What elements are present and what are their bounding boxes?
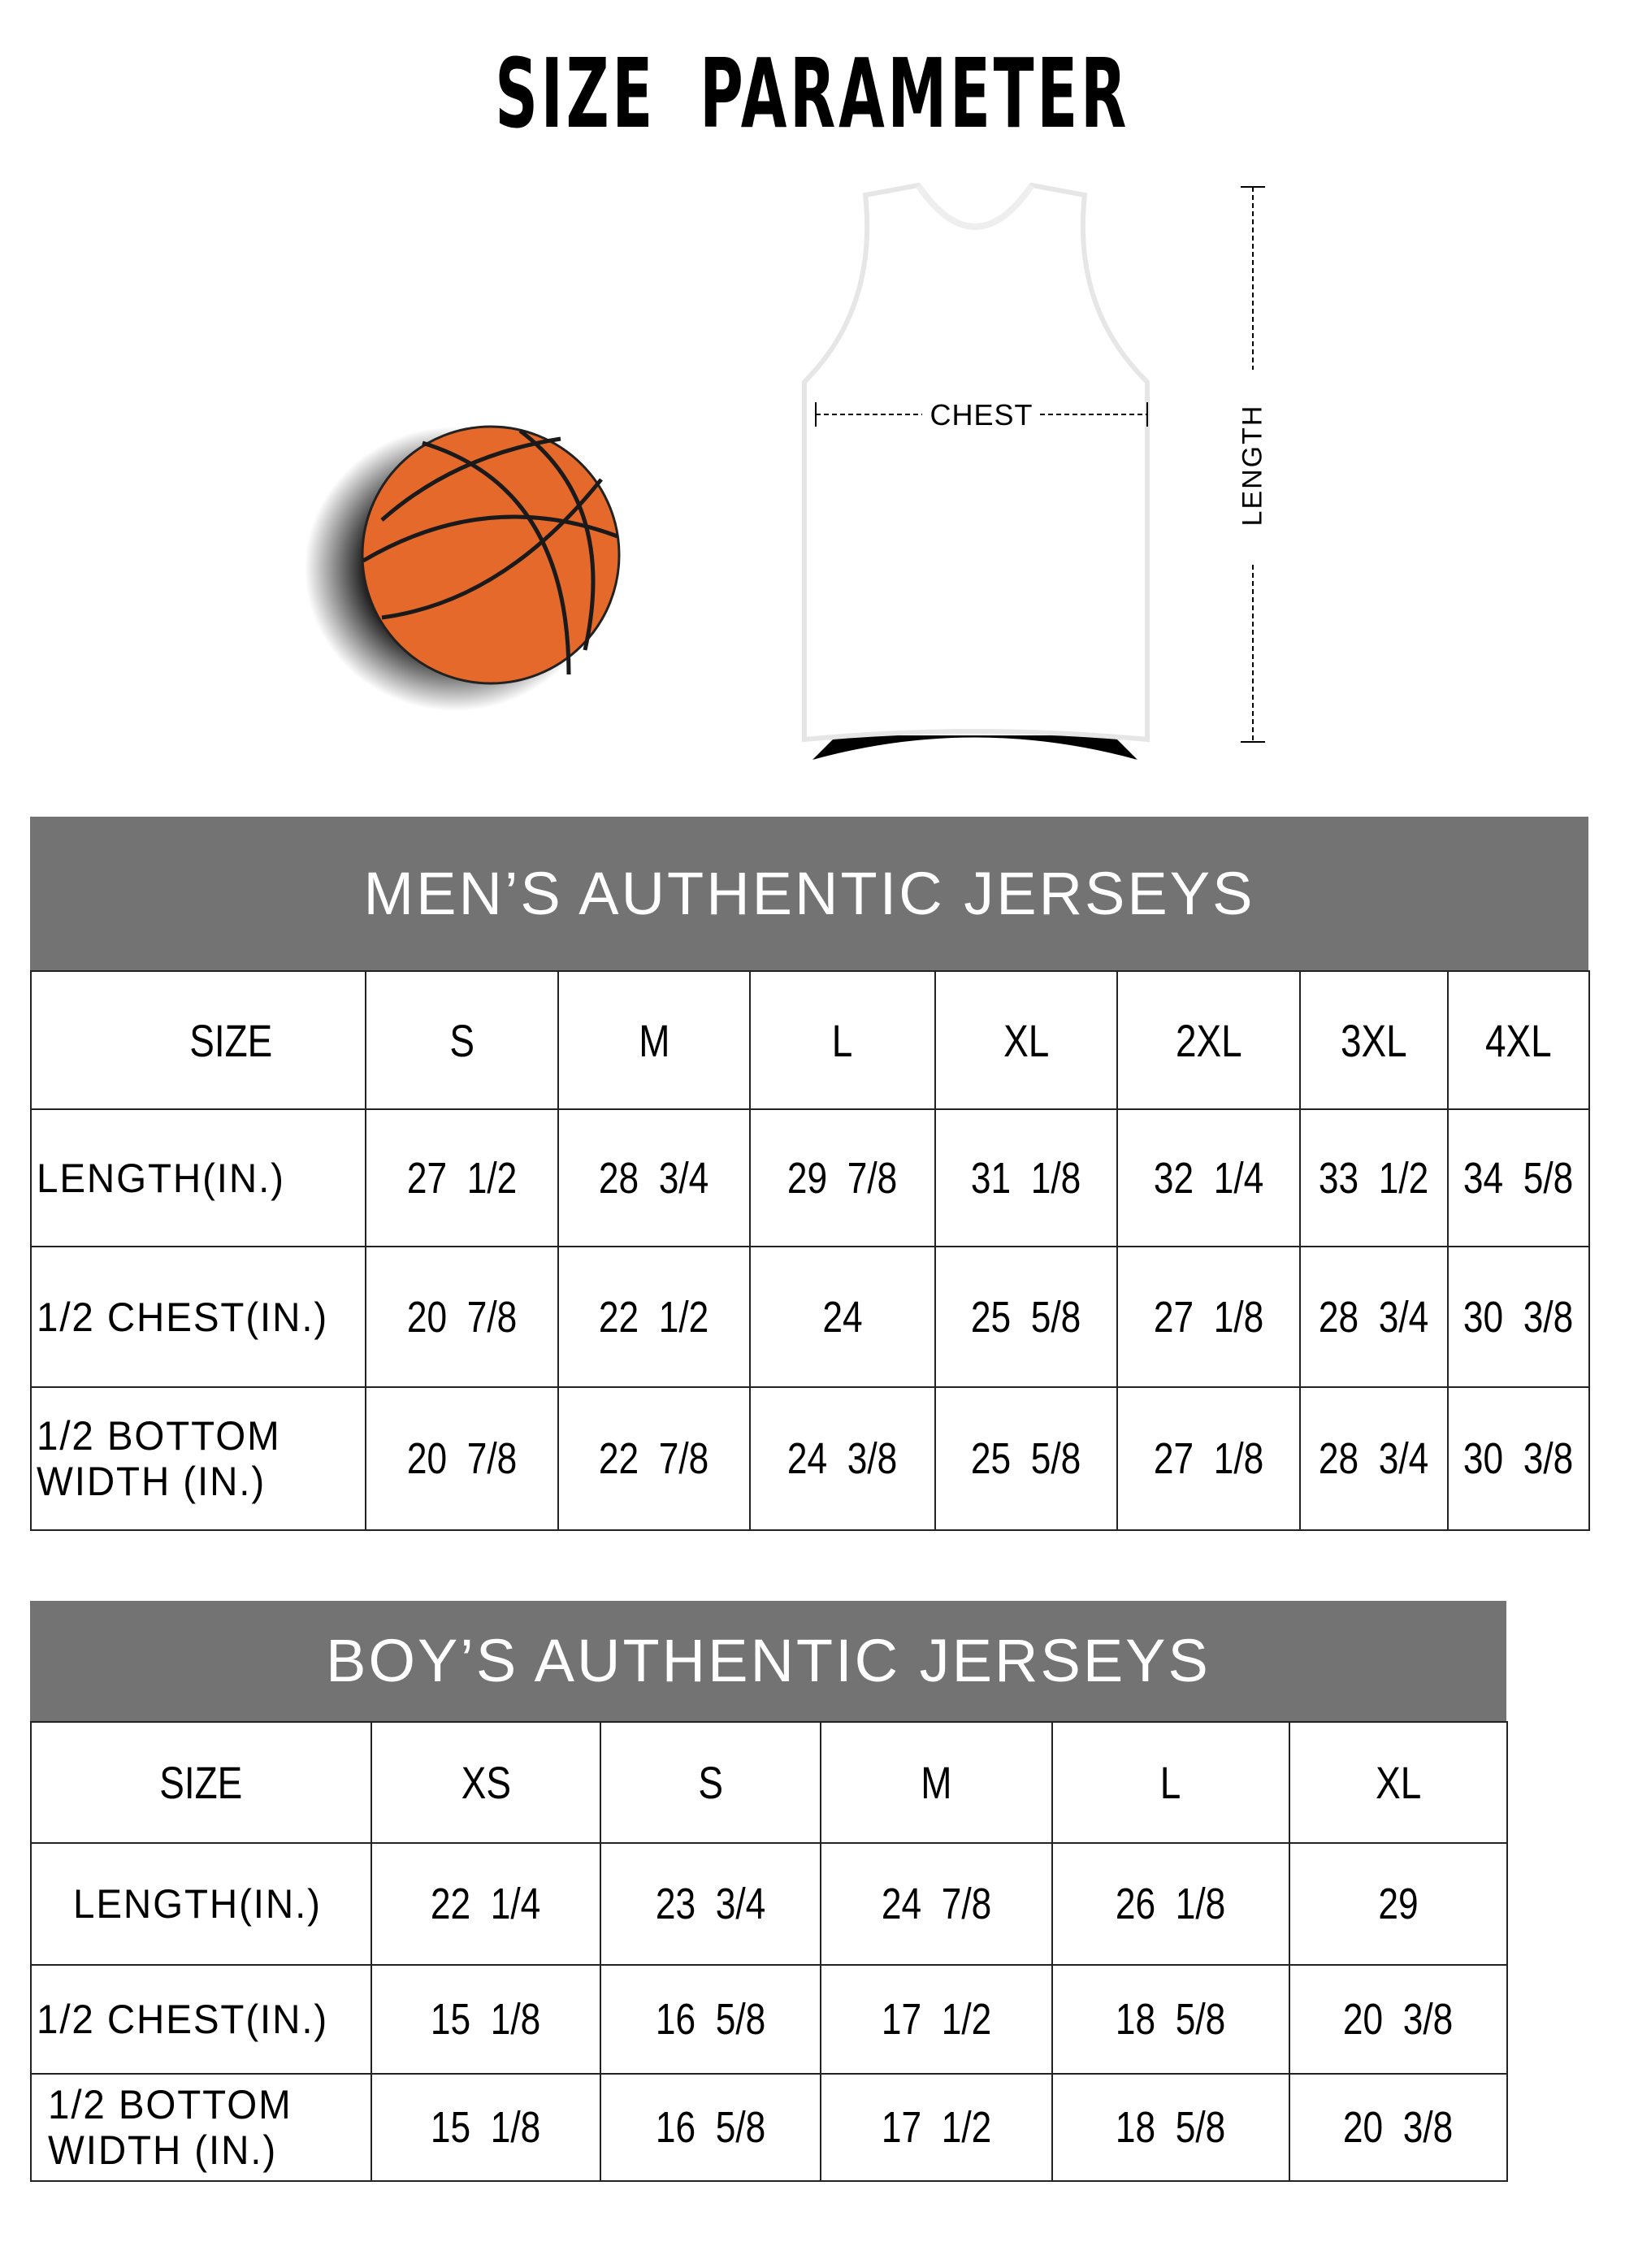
mens-header-cell: 4XL	[1447, 970, 1590, 1110]
boys-header-cell: XS	[370, 1721, 601, 1844]
table-cell: 28 3/4	[1299, 1386, 1449, 1531]
table-cell: 27 1/8	[1116, 1386, 1301, 1531]
jersey-icon	[802, 182, 1150, 760]
table-cell: 22 1/2	[557, 1246, 751, 1388]
boys-size-table: SIZE XS S M L XL LENGTH(IN.) 22 1/4 23 3…	[30, 1721, 1508, 2182]
table-row: LENGTH(IN.) 22 1/4 23 3/4 24 7/8 26 1/8 …	[30, 1842, 1508, 1966]
boys-header-size: SIZE	[30, 1721, 372, 1844]
table-cell: 16 5/8	[600, 2073, 821, 2182]
table-cell: 22 1/4	[370, 1842, 601, 1966]
row-label: 1/2 BOTTOM WIDTH (IN.)	[30, 1386, 366, 1531]
boys-header-row: SIZE XS S M L XL	[30, 1721, 1508, 1844]
table-cell: 33 1/2	[1299, 1108, 1449, 1247]
table-cell: 22 7/8	[557, 1386, 751, 1531]
mens-header-cell: S	[365, 970, 559, 1110]
row-label: LENGTH(IN.)	[30, 1108, 366, 1247]
length-label: LENGTH	[1237, 404, 1268, 527]
table-cell: 24 3/8	[749, 1386, 936, 1531]
table-cell: 20 3/8	[1289, 2073, 1508, 2182]
table-cell: 20 3/8	[1289, 1964, 1508, 2075]
table-cell: 24 7/8	[820, 1842, 1053, 1966]
boys-header-cell: M	[820, 1721, 1053, 1844]
length-measure-line	[1241, 186, 1265, 743]
table-cell: 30 3/8	[1447, 1386, 1590, 1531]
boys-header-cell: L	[1051, 1721, 1290, 1844]
table-cell: 20 7/8	[365, 1246, 559, 1388]
table-cell: 32 1/4	[1116, 1108, 1301, 1247]
mens-size-table: SIZE S M L XL 2XL 3XL 4XL LENGTH(IN.) 27…	[30, 970, 1590, 1531]
boys-header-cell: S	[600, 1721, 821, 1844]
chest-measure-line	[815, 402, 1148, 427]
table-cell: 23 3/4	[600, 1842, 821, 1966]
chest-label: CHEST	[930, 398, 1034, 431]
mens-header-cell: XL	[934, 970, 1118, 1110]
table-cell: 28 3/4	[557, 1108, 751, 1247]
table-cell: 15 1/8	[370, 1964, 601, 2075]
table-cell: 18 5/8	[1051, 2073, 1290, 2182]
row-label: 1/2 CHEST(IN.)	[30, 1246, 366, 1388]
mens-header-cell: 2XL	[1116, 970, 1301, 1110]
mens-header-row: SIZE S M L XL 2XL 3XL 4XL	[30, 970, 1590, 1110]
row-label: 1/2 BOTTOM WIDTH (IN.)	[30, 2073, 372, 2182]
basketball-icon	[305, 425, 621, 711]
table-cell: 25 5/8	[934, 1386, 1118, 1531]
table-cell: 30 3/8	[1447, 1246, 1590, 1388]
table-cell: 27 1/2	[365, 1108, 559, 1247]
table-cell: 29	[1289, 1842, 1508, 1966]
table-row: LENGTH(IN.) 27 1/2 28 3/4 29 7/8 31 1/8 …	[30, 1108, 1590, 1247]
table-cell: 15 1/8	[370, 2073, 601, 2182]
table-cell: 20 7/8	[365, 1386, 559, 1531]
mens-header-cell: 3XL	[1299, 970, 1449, 1110]
table-cell: 31 1/8	[934, 1108, 1118, 1247]
table-cell: 26 1/8	[1051, 1842, 1290, 1966]
table-row: 1/2 CHEST(IN.) 20 7/8 22 1/2 24 25 5/8 2…	[30, 1246, 1590, 1388]
table-cell: 28 3/4	[1299, 1246, 1449, 1388]
mens-table-title: MEN’S AUTHENTIC JERSEYS	[30, 817, 1588, 970]
table-row: 1/2 CHEST(IN.) 15 1/8 16 5/8 17 1/2 18 5…	[30, 1964, 1508, 2075]
table-cell: 18 5/8	[1051, 1964, 1290, 2075]
mens-header-size: SIZE	[30, 970, 366, 1110]
mens-header-cell: L	[749, 970, 936, 1110]
illustration	[305, 182, 1265, 760]
table-cell: 34 5/8	[1447, 1108, 1590, 1247]
table-row: 1/2 BOTTOM WIDTH (IN.) 15 1/8 16 5/8 17 …	[30, 2073, 1508, 2182]
table-cell: 27 1/8	[1116, 1246, 1301, 1388]
table-cell: 29 7/8	[749, 1108, 936, 1247]
table-cell: 17 1/2	[820, 2073, 1053, 2182]
page-title: SIZE PARAMETER	[495, 37, 1130, 150]
table-cell: 25 5/8	[934, 1246, 1118, 1388]
table-cell: 24	[749, 1246, 936, 1388]
row-label: LENGTH(IN.)	[30, 1842, 372, 1966]
mens-header-cell: M	[557, 970, 751, 1110]
row-label: 1/2 CHEST(IN.)	[30, 1964, 372, 2075]
table-cell: 16 5/8	[600, 1964, 821, 2075]
table-cell: 17 1/2	[820, 1964, 1053, 2075]
boys-header-cell: XL	[1289, 1721, 1508, 1844]
boys-table-title: BOY’S AUTHENTIC JERSEYS	[30, 1601, 1506, 1721]
table-row: 1/2 BOTTOM WIDTH (IN.) 20 7/8 22 7/8 24 …	[30, 1386, 1590, 1531]
